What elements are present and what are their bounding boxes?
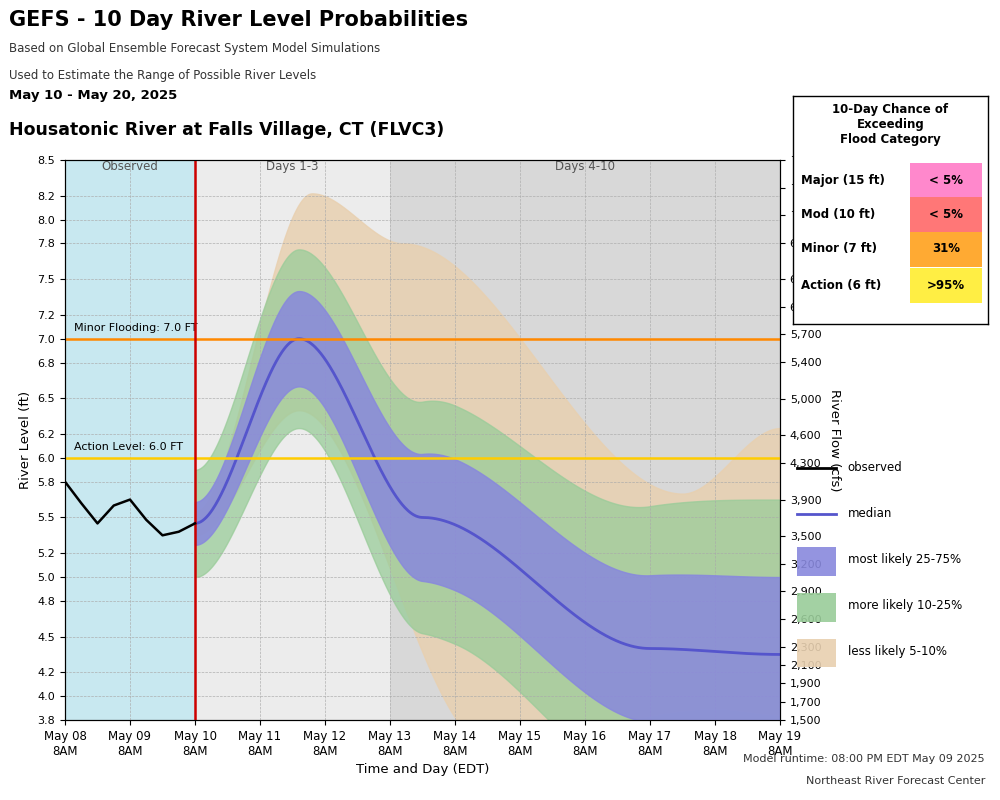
Text: Mod (10 ft): Mod (10 ft) — [801, 208, 875, 221]
Text: Major (15 ft): Major (15 ft) — [801, 174, 885, 187]
FancyBboxPatch shape — [797, 593, 836, 622]
Text: < 5%: < 5% — [929, 208, 963, 221]
Text: Action (6 ft): Action (6 ft) — [801, 278, 881, 292]
Text: 31%: 31% — [932, 242, 960, 255]
Text: Days 1-3: Days 1-3 — [266, 160, 319, 173]
Y-axis label: River Level (ft): River Level (ft) — [19, 391, 32, 489]
X-axis label: Time and Day (EDT): Time and Day (EDT) — [356, 763, 489, 776]
Text: Model runtime: 08:00 PM EDT May 09 2025: Model runtime: 08:00 PM EDT May 09 2025 — [743, 754, 985, 764]
Text: Minor (7 ft): Minor (7 ft) — [801, 242, 877, 255]
Bar — [65, 160, 195, 720]
Text: 10-Day Chance of
Exceeding
Flood Category: 10-Day Chance of Exceeding Flood Categor… — [832, 103, 949, 146]
Text: < 5%: < 5% — [929, 174, 963, 187]
Text: Housatonic River at Falls Village, CT (FLVC3): Housatonic River at Falls Village, CT (F… — [9, 122, 444, 139]
Text: Action Level: 6.0 FT: Action Level: 6.0 FT — [74, 442, 183, 452]
Y-axis label: River Flow (cfs): River Flow (cfs) — [828, 389, 841, 491]
Text: Northeast River Forecast Center: Northeast River Forecast Center — [806, 776, 985, 786]
Bar — [195, 160, 390, 720]
Text: Observed: Observed — [102, 160, 158, 173]
Text: more likely 10-25%: more likely 10-25% — [848, 599, 962, 612]
FancyBboxPatch shape — [797, 639, 836, 667]
Text: May 10 - May 20, 2025: May 10 - May 20, 2025 — [9, 89, 177, 102]
FancyBboxPatch shape — [910, 198, 982, 233]
FancyBboxPatch shape — [797, 547, 836, 576]
Text: GEFS - 10 Day River Level Probabilities: GEFS - 10 Day River Level Probabilities — [9, 10, 468, 30]
FancyBboxPatch shape — [910, 232, 982, 267]
FancyBboxPatch shape — [910, 268, 982, 303]
Text: less likely 5-10%: less likely 5-10% — [848, 645, 947, 658]
Text: most likely 25-75%: most likely 25-75% — [848, 553, 961, 566]
Text: observed: observed — [848, 462, 902, 474]
Text: median: median — [848, 507, 892, 520]
Text: Used to Estimate the Range of Possible River Levels: Used to Estimate the Range of Possible R… — [9, 69, 316, 82]
Text: >95%: >95% — [927, 278, 965, 292]
Text: Minor Flooding: 7.0 FT: Minor Flooding: 7.0 FT — [74, 322, 197, 333]
FancyBboxPatch shape — [910, 163, 982, 198]
Text: Days 4-10: Days 4-10 — [555, 160, 615, 173]
Text: Based on Global Ensemble Forecast System Model Simulations: Based on Global Ensemble Forecast System… — [9, 42, 380, 55]
